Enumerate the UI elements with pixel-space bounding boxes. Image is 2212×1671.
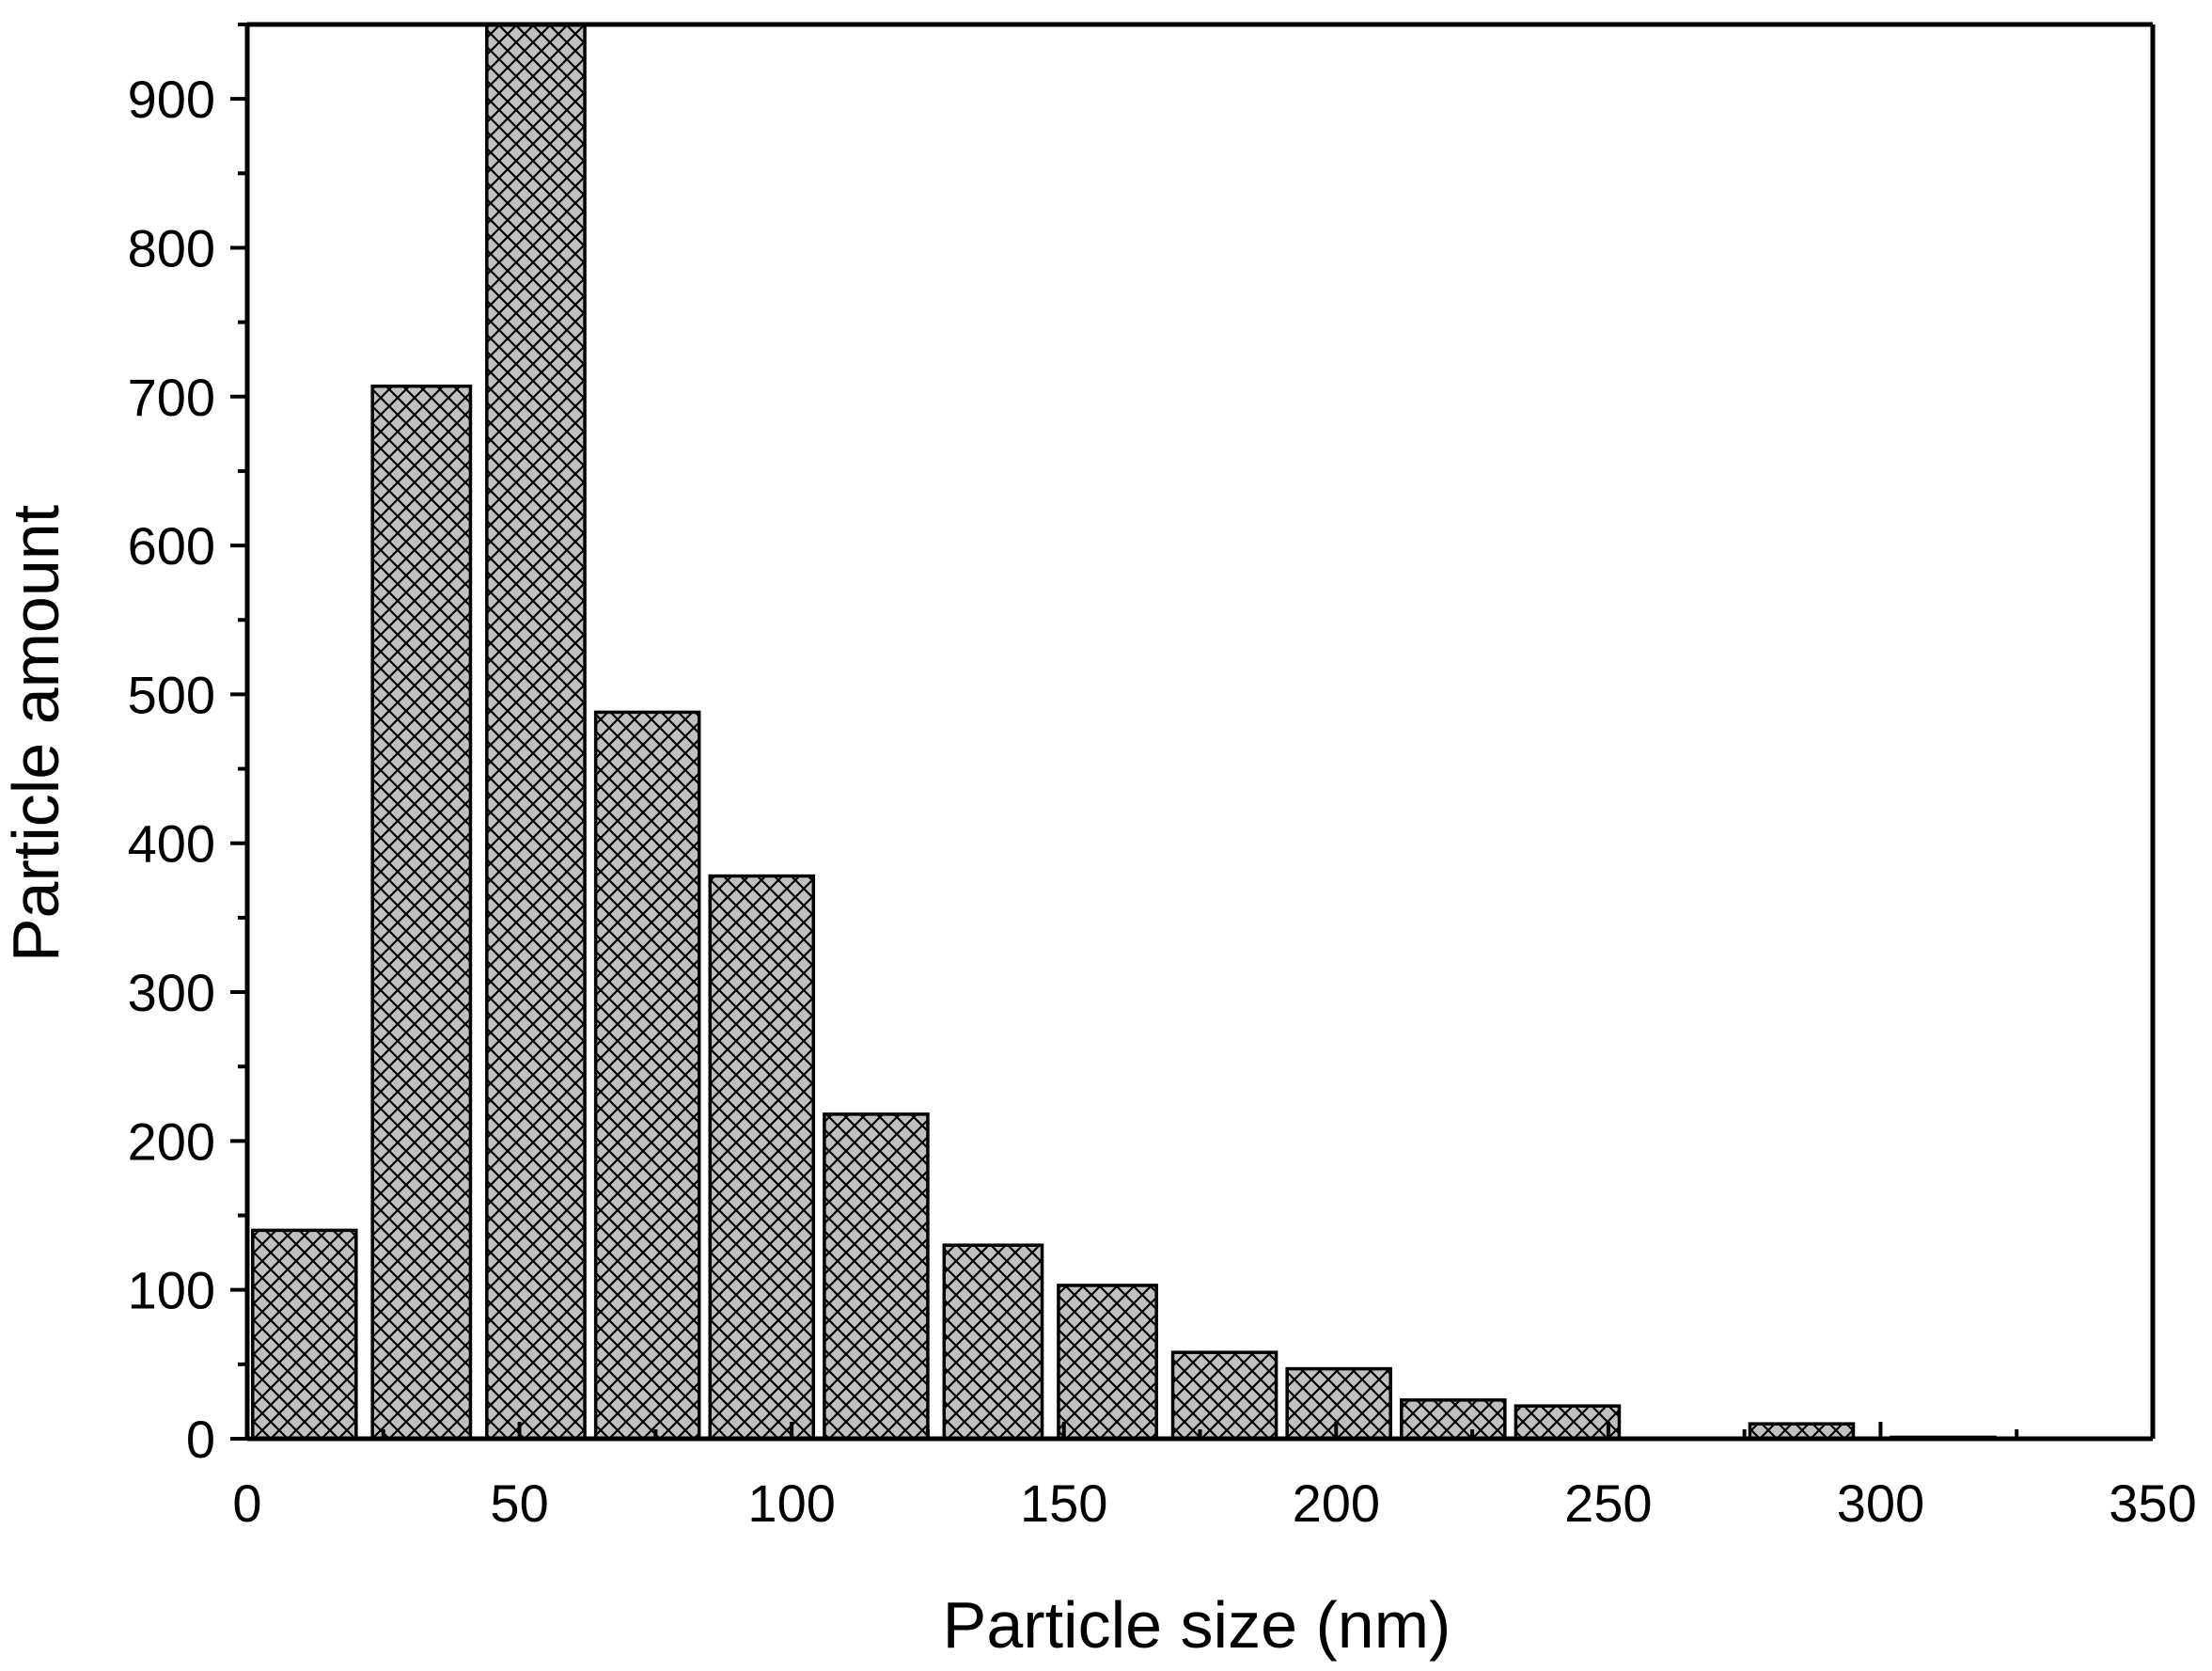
bar-6 xyxy=(942,1243,1044,1441)
bar-0 xyxy=(251,1228,358,1441)
y-tick-label: 600 xyxy=(128,516,215,575)
bars-group xyxy=(251,23,1997,1441)
y-tick-label: 200 xyxy=(128,1111,215,1171)
x-axis-title: Particle size (nm) xyxy=(943,1588,1451,1662)
y-tick-label: 900 xyxy=(128,70,215,129)
bar-7 xyxy=(1057,1284,1158,1441)
bar-2 xyxy=(485,23,587,1441)
bar-4 xyxy=(708,874,816,1441)
x-axis-ticks: 0 50 100 150 200 250 300 350 xyxy=(232,1422,2197,1533)
bar-8 xyxy=(1170,1350,1279,1441)
x-tick-label: 200 xyxy=(1293,1474,1380,1533)
plot-frame xyxy=(244,22,2156,1442)
x-tick-label: 50 xyxy=(490,1474,548,1533)
y-tick-label: 800 xyxy=(128,218,215,277)
bar-3 xyxy=(593,710,701,1441)
bar-9 xyxy=(1285,1366,1392,1441)
y-axis-title: Particle amount xyxy=(0,505,72,962)
y-tick-label: 700 xyxy=(128,368,215,427)
y-tick-label: 0 xyxy=(186,1410,215,1469)
x-tick-label: 150 xyxy=(1020,1474,1107,1533)
x-tick-label: 0 xyxy=(232,1474,261,1533)
bar-1 xyxy=(370,384,473,1441)
x-tick-label: 100 xyxy=(747,1474,835,1533)
y-tick-label: 400 xyxy=(128,814,215,874)
x-tick-label: 300 xyxy=(1837,1474,1924,1533)
y-tick-label: 500 xyxy=(128,665,215,724)
bar-11 xyxy=(1514,1404,1622,1441)
y-tick-label: 300 xyxy=(128,963,215,1022)
bar-10 xyxy=(1400,1398,1507,1441)
x-tick-label: 350 xyxy=(2109,1474,2196,1533)
bar-5 xyxy=(823,1112,930,1441)
y-tick-label: 100 xyxy=(128,1261,215,1320)
y-axis-ticks: 0 100 200 300 400 500 600 700 800 900 xyxy=(128,23,247,1469)
x-tick-label: 250 xyxy=(1564,1474,1652,1533)
